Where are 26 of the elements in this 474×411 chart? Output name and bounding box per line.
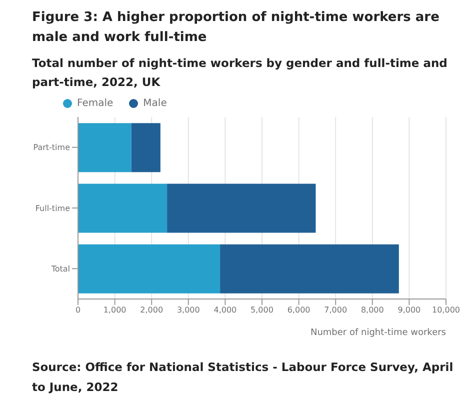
y-tick-label: Total	[50, 264, 70, 274]
bar	[131, 123, 160, 172]
y-tick-label: Full-time	[35, 204, 70, 213]
bar	[78, 184, 168, 233]
bar	[167, 184, 316, 233]
bar	[220, 244, 399, 294]
x-tick-label: 3,000	[176, 306, 200, 315]
chart-title: Figure 3: A higher proportion of night-time workers are male and work full-time	[31, 9, 440, 47]
x-tick-label: 4,000	[214, 306, 237, 315]
source-note: Source: Office for National Statistics - Labour Force Survey, April to June, 2022	[31, 359, 454, 396]
bar	[78, 123, 132, 172]
x-tick-label: 2,000	[140, 306, 164, 315]
x-tick-label: 0	[75, 306, 81, 315]
bar	[78, 244, 220, 294]
x-tick-label: 7,000	[324, 306, 348, 315]
x-tick-label: 6,000	[287, 306, 310, 315]
x-tick-label: 10,000	[432, 306, 460, 315]
legend-label: Female	[76, 98, 114, 109]
legend-label: Male	[142, 98, 167, 109]
chart-subtitle: Total number of night-time workers by gender and full-time and part-time, 2022, UK	[31, 55, 448, 91]
x-tick-label: 1,000	[103, 306, 126, 315]
x-tick-label: 5,000	[250, 306, 274, 315]
y-tick-label: Part-time	[33, 143, 70, 152]
x-tick-label: 9,000	[398, 306, 421, 315]
x-axis-title: Number of night-time workers	[310, 328, 446, 338]
x-tick-label: 8,000	[360, 306, 384, 315]
